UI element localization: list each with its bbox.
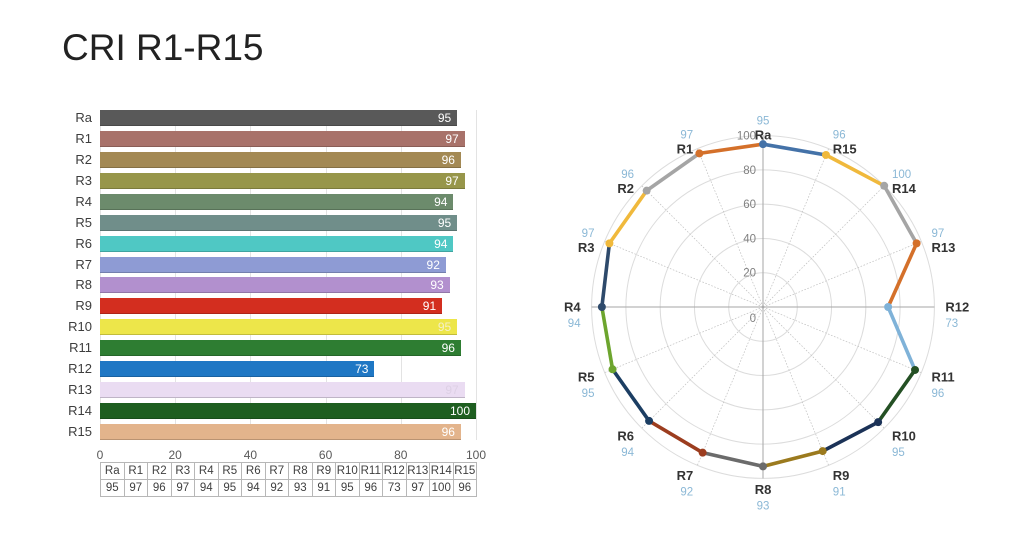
svg-text:20: 20 [743,268,756,280]
svg-text:Ra: Ra [755,128,772,143]
svg-text:96: 96 [932,388,945,400]
svg-text:R9: R9 [833,468,850,483]
svg-text:R7: R7 [677,468,694,483]
svg-text:97: 97 [680,129,693,141]
svg-text:0: 0 [750,313,756,325]
svg-text:R2: R2 [617,181,634,196]
svg-text:95: 95 [582,388,595,400]
svg-text:97: 97 [582,228,595,240]
svg-text:R6: R6 [617,428,634,443]
svg-text:R1: R1 [677,141,694,156]
svg-text:73: 73 [945,318,958,330]
svg-text:100: 100 [892,169,911,181]
svg-text:R10: R10 [892,428,916,443]
svg-text:R5: R5 [578,369,595,384]
svg-text:91: 91 [833,487,846,499]
svg-text:R3: R3 [578,240,595,255]
svg-text:100: 100 [737,131,756,143]
svg-text:R12: R12 [945,300,969,315]
svg-text:92: 92 [680,487,693,499]
svg-text:95: 95 [757,116,770,128]
svg-text:R15: R15 [833,141,857,156]
svg-text:R8: R8 [755,482,772,497]
svg-text:R13: R13 [932,240,956,255]
svg-text:40: 40 [743,233,756,245]
svg-text:80: 80 [743,165,756,177]
svg-text:R4: R4 [564,300,581,315]
svg-text:R14: R14 [892,181,917,196]
svg-text:93: 93 [757,500,770,512]
svg-text:R11: R11 [932,369,955,384]
svg-text:60: 60 [743,199,756,211]
svg-text:95: 95 [892,447,905,459]
svg-text:94: 94 [621,447,634,459]
svg-text:96: 96 [833,129,846,141]
svg-text:97: 97 [932,228,945,240]
svg-text:94: 94 [568,318,581,330]
svg-text:96: 96 [621,169,634,181]
